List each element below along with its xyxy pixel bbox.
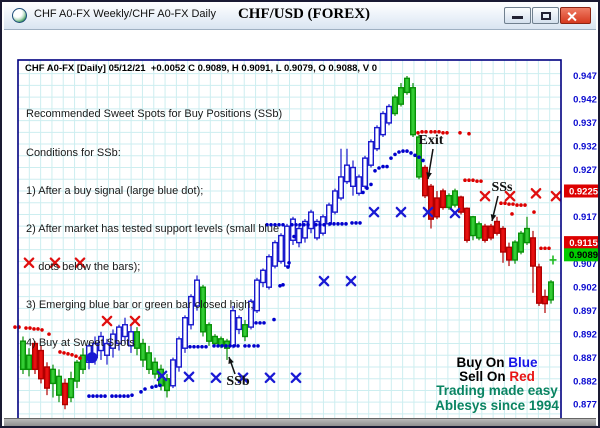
- window-bottom-edge[interactable]: [4, 418, 596, 426]
- window-title: CHF A0-FX Weekly/CHF A0-FX Daily: [34, 8, 216, 20]
- svg-text:0.907: 0.907: [573, 259, 597, 270]
- promo-line-trading: Trading made easy: [436, 383, 558, 399]
- app-icon: [12, 8, 27, 23]
- chart-panel: 0.947 0.942 0.937 0.932 0.927 0.917 0.907 0.902…: [4, 30, 598, 426]
- promo-line-buy: Buy On Blue: [456, 355, 538, 370]
- instruction-line: dots below the bars);: [26, 260, 141, 273]
- promo-word-blue: Blue: [508, 355, 538, 370]
- svg-text:0.942: 0.942: [573, 95, 597, 106]
- instruction-line: 3) Emerging blue bar or green bar closed…: [26, 298, 254, 311]
- svg-text:0.927: 0.927: [573, 165, 597, 176]
- promo-line-ablesys: Ablesys since 1994: [435, 397, 559, 413]
- minimize-icon: [512, 16, 523, 19]
- svg-text:0.947: 0.947: [573, 71, 597, 82]
- svg-text:0.877: 0.877: [573, 400, 597, 411]
- promo-text: Buy On Blue Sell On Red Trading made eas…: [428, 355, 566, 413]
- svg-text:0.932: 0.932: [573, 142, 597, 153]
- instruction-line: Recommended Sweet Spots for Buy Position…: [26, 108, 283, 121]
- svg-text:0.917: 0.917: [573, 212, 597, 223]
- svg-text:0.9089: 0.9089: [569, 250, 598, 261]
- svg-text:0.902: 0.902: [573, 282, 597, 293]
- window-controls: [504, 7, 591, 24]
- titlebar[interactable]: CHF A0-FX Weekly/CHF A0-FX Daily CHF/USD…: [4, 2, 596, 30]
- svg-text:0.892: 0.892: [573, 329, 597, 340]
- promo-line-sell: Sell On Red: [459, 369, 535, 385]
- instructions-text: Recommended Sweet Spots for Buy Position…: [26, 83, 282, 375]
- svg-text:SSb: SSb: [226, 374, 250, 389]
- svg-text:0.887: 0.887: [573, 353, 597, 364]
- svg-text:0.937: 0.937: [573, 118, 597, 129]
- instruction-line: 2) After market has tested support level…: [26, 222, 280, 235]
- instruction-line: 1) After a buy signal (large blue dot);: [26, 184, 204, 197]
- chart-header: CHF A0-FX [Daily] 05/12/21 +0.0052 C 0.9…: [25, 63, 377, 74]
- svg-text:0.9225: 0.9225: [569, 186, 599, 197]
- promo-word-red: Red: [509, 369, 535, 385]
- svg-text:0.9115: 0.9115: [569, 238, 598, 249]
- svg-text:Exit: Exit: [419, 133, 444, 148]
- instruction-line: Conditions for SSb:: [26, 146, 121, 159]
- svg-text:0.897: 0.897: [573, 306, 597, 317]
- minimize-button[interactable]: [504, 7, 531, 24]
- close-button[interactable]: [560, 7, 591, 24]
- chart-symbol-title: CHF/USD (FOREX): [237, 6, 371, 22]
- maximize-button[interactable]: [532, 7, 559, 24]
- svg-text:SSs: SSs: [491, 180, 513, 195]
- maximize-icon: [541, 12, 551, 20]
- price-chart: 0.947 0.942 0.937 0.932 0.927 0.917 0.907 0.902…: [13, 59, 599, 426]
- instruction-line: 4) Buy at Sweet Spots: [26, 337, 135, 350]
- svg-text:0.882: 0.882: [573, 376, 597, 387]
